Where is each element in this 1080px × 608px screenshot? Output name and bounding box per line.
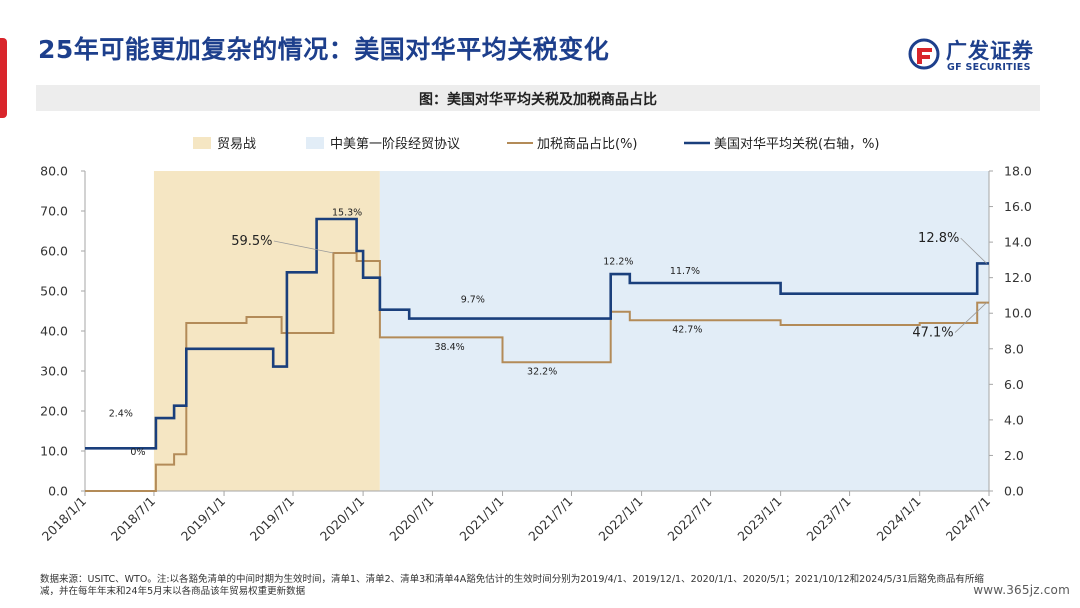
data-label: 12.8% [918, 231, 959, 246]
data-labels: 2.4% 0% 59.5% 15.3% 38.4% 9.7% 32.2% 12.2% 11.7%… [109, 207, 987, 458]
data-label: 0% [130, 447, 145, 458]
x-tick-label: 2019/7/1 [247, 494, 297, 544]
x-tick-label: 2023/7/1 [803, 494, 853, 544]
data-label: 32.2% [527, 367, 557, 378]
legend-label: 贸易战 [217, 137, 256, 152]
brand-name-cn: 广发证券 [946, 39, 1034, 63]
y-left-tick-label: 60.0 [40, 244, 68, 259]
x-tick-label: 2019/1/1 [178, 494, 228, 544]
y-right-tick-label: 4.0 [1004, 412, 1024, 427]
watermark: www.365jz.com [973, 583, 1070, 597]
y-right-tick-label: 18.0 [1004, 164, 1032, 179]
period-bands [153, 171, 989, 491]
brand-name-en: GF SECURITIES [947, 62, 1031, 73]
legend-swatch [306, 137, 324, 149]
y-right-tick-label: 14.0 [1004, 235, 1032, 250]
legend-label: 中美第一阶段经贸协议 [330, 137, 460, 152]
series-line-avg-tariff [85, 217, 989, 450]
data-label: 15.3% [332, 207, 362, 218]
y-right-tick-label: 2.0 [1004, 448, 1024, 463]
x-tick-label: 2024/1/1 [873, 494, 923, 544]
x-tick-label: 2021/7/1 [525, 494, 575, 544]
y-left-tick-label: 0.0 [48, 484, 68, 499]
y-left-tick-label: 80.0 [40, 164, 68, 179]
leader-line [954, 302, 987, 333]
band-phase-one-deal [379, 171, 989, 491]
page-title: 25年可能更加复杂的情况：美国对华平均关税变化 [38, 35, 610, 64]
accent-bar [0, 38, 7, 118]
data-label: 12.2% [603, 256, 633, 267]
x-tick-label: 2018/7/1 [108, 494, 158, 544]
figure-title-bar: 图：美国对华平均关税及加税商品占比 [36, 85, 1040, 111]
y-right-tick-label: 6.0 [1004, 377, 1024, 392]
x-tick-label: 2020/1/1 [317, 494, 367, 544]
y-right-tick-label: 8.0 [1004, 341, 1024, 356]
x-tick-label: 2024/7/1 [943, 494, 993, 544]
data-label: 59.5% [231, 234, 272, 249]
x-tick-label: 2023/1/1 [734, 494, 784, 544]
legend-label: 美国对华平均关税(右轴，%) [714, 137, 880, 152]
figure-title: 图：美国对华平均关税及加税商品占比 [419, 92, 657, 108]
leader-line [960, 237, 987, 264]
source-note: 数据来源：USITC、WTO。注:以各豁免清单的中间时期为生效时间，清单1、清单… [40, 574, 984, 597]
x-tick-label: 2018/1/1 [39, 494, 89, 544]
data-label: 38.4% [434, 342, 464, 353]
data-label: 42.7% [672, 325, 702, 336]
y-right-tick-label: 12.0 [1004, 270, 1032, 285]
brand-logo: 广发证券 GF SECURITIES [902, 36, 1052, 76]
series-line-taxed-share [85, 252, 989, 492]
y-left-tick-label: 10.0 [40, 444, 68, 459]
data-label: 47.1% [912, 326, 953, 341]
data-label: 9.7% [461, 295, 485, 306]
data-label: 11.7% [670, 266, 700, 277]
x-tick-label: 2021/1/1 [456, 494, 506, 544]
y-left-tick-label: 40.0 [40, 324, 68, 339]
band-trade-war [153, 171, 380, 491]
legend-swatch [193, 137, 211, 149]
x-tick-label: 2022/7/1 [664, 494, 714, 544]
series-lines [85, 217, 989, 492]
legend: 贸易战 中美第一阶段经贸协议 加税商品占比(%) 美国对华平均关税(右轴，%) [193, 137, 880, 152]
y-left-tick-label: 50.0 [40, 284, 68, 299]
y-left-tick-label: 30.0 [40, 364, 68, 379]
y-left-tick-label: 20.0 [40, 404, 68, 419]
legend-label: 加税商品占比(%) [537, 137, 638, 152]
data-label: 2.4% [109, 408, 133, 419]
y-left-tick-label: 70.0 [40, 204, 68, 219]
y-right-tick-label: 16.0 [1004, 199, 1032, 214]
y-right-tick-label: 0.0 [1004, 484, 1024, 499]
x-tick-label: 2020/7/1 [386, 494, 436, 544]
y-right-tick-label: 10.0 [1004, 306, 1032, 321]
x-tick-label: 2022/1/1 [595, 494, 645, 544]
leader-line [273, 240, 334, 254]
gf-logo-icon [908, 38, 940, 70]
